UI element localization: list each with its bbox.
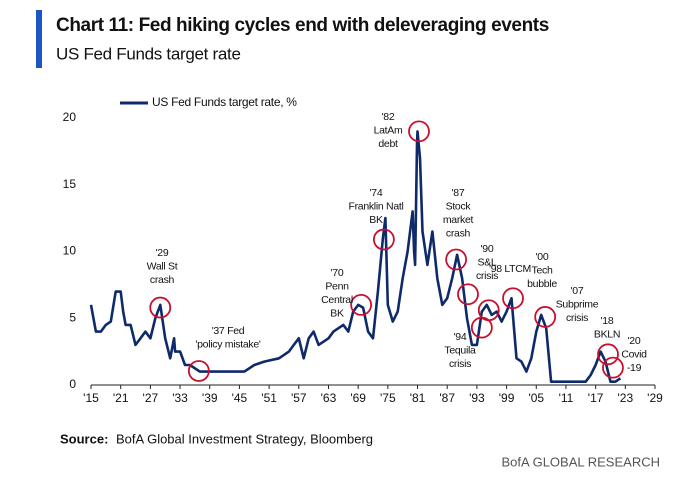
- annotation: crash: [446, 227, 471, 239]
- annotation: 'policy mistake': [195, 338, 260, 350]
- annotation: market: [443, 214, 474, 226]
- y-tick-label: 0: [69, 377, 76, 391]
- x-tick-label: '93: [469, 391, 485, 405]
- event-circle: [372, 228, 395, 251]
- event-circle: [602, 356, 624, 379]
- annotation: Penn: [325, 280, 349, 292]
- y-tick-label: 15: [63, 177, 77, 191]
- annotation: '98 LTCM: [489, 263, 531, 275]
- annotation: '87: [452, 187, 465, 199]
- x-tick-label: '63: [321, 391, 337, 405]
- x-tick-label: '87: [439, 391, 455, 405]
- event-circle: [597, 343, 619, 366]
- annotation: BKLN: [594, 328, 620, 340]
- event-circle: [408, 120, 430, 143]
- annotation: S&L: [478, 256, 497, 268]
- annotation: '29: [156, 247, 169, 259]
- event-circle: [457, 283, 479, 306]
- annotation: crisis: [449, 358, 471, 370]
- annotation: '70: [331, 267, 344, 279]
- event-circle: [445, 248, 468, 271]
- annotation: '37 Fed: [212, 325, 245, 337]
- event-circle: [149, 296, 172, 319]
- x-tick-label: '45: [232, 391, 248, 405]
- annotation: '74: [370, 187, 383, 199]
- annotation: '20: [628, 335, 641, 347]
- annotation: -19: [627, 362, 642, 374]
- annotation: crash: [150, 274, 175, 286]
- x-tick-label: '05: [528, 391, 544, 405]
- annotation: BK: [369, 214, 383, 226]
- x-tick-label: '57: [291, 391, 307, 405]
- x-tick-label: '99: [499, 391, 515, 405]
- y-tick-label: 20: [63, 110, 77, 124]
- event-circle: [350, 293, 373, 316]
- annotation: debt: [378, 138, 398, 150]
- annotation: Wall St: [147, 260, 178, 272]
- x-tick-label: '11: [559, 391, 574, 405]
- x-tick-label: '81: [410, 391, 426, 405]
- legend-label: US Fed Funds target rate, %: [152, 95, 297, 109]
- annotation: Central: [321, 294, 353, 306]
- annotation: bubble: [527, 278, 557, 290]
- annotation: Franklin Natl: [348, 200, 403, 212]
- event-circle: [502, 287, 524, 310]
- x-tick-label: '75: [380, 391, 396, 405]
- annotation: '00: [536, 251, 549, 263]
- title-bar: [36, 10, 42, 68]
- x-tick-label: '51: [261, 391, 277, 405]
- annotation: '82: [382, 111, 395, 123]
- y-tick-label: 10: [63, 244, 77, 258]
- annotation: Tech: [532, 264, 553, 276]
- x-tick-label: '23: [617, 391, 633, 405]
- event-circle: [534, 306, 557, 328]
- x-tick-label: '33: [172, 391, 188, 405]
- event-circle: [187, 360, 210, 382]
- footer: BofA GLOBAL RESEARCH: [502, 454, 660, 469]
- annotation: crisis: [476, 270, 498, 282]
- chart-subtitle: US Fed Funds target rate: [56, 44, 241, 63]
- x-tick-label: '39: [202, 391, 218, 405]
- event-circle: [477, 299, 500, 322]
- annotation: Stock: [446, 200, 472, 212]
- annotation: '90: [481, 243, 494, 255]
- x-tick-label: '21: [113, 391, 129, 405]
- y-tick-label: 5: [69, 310, 76, 324]
- annotation: Tequila: [444, 344, 476, 356]
- x-tick-label: '29: [647, 391, 663, 405]
- x-tick-label: '27: [143, 391, 159, 405]
- annotation: Covid: [621, 348, 647, 360]
- x-tick-label: '17: [588, 391, 604, 405]
- annotation: crisis: [566, 312, 588, 324]
- annotation: BK: [330, 307, 344, 319]
- x-tick-label: '69: [350, 391, 366, 405]
- annotation: '94: [454, 331, 467, 343]
- annotation: '18: [601, 315, 614, 327]
- annotation: Subprime: [556, 298, 599, 310]
- annotation: LatAm: [374, 124, 403, 136]
- annotation: '07: [571, 285, 584, 297]
- source-text: BofA Global Investment Strategy, Bloombe…: [116, 431, 373, 446]
- chart-title: Chart 11: Fed hiking cycles end with del…: [56, 15, 549, 36]
- source-label: Source:: [60, 431, 108, 446]
- x-tick-label: '15: [83, 391, 99, 405]
